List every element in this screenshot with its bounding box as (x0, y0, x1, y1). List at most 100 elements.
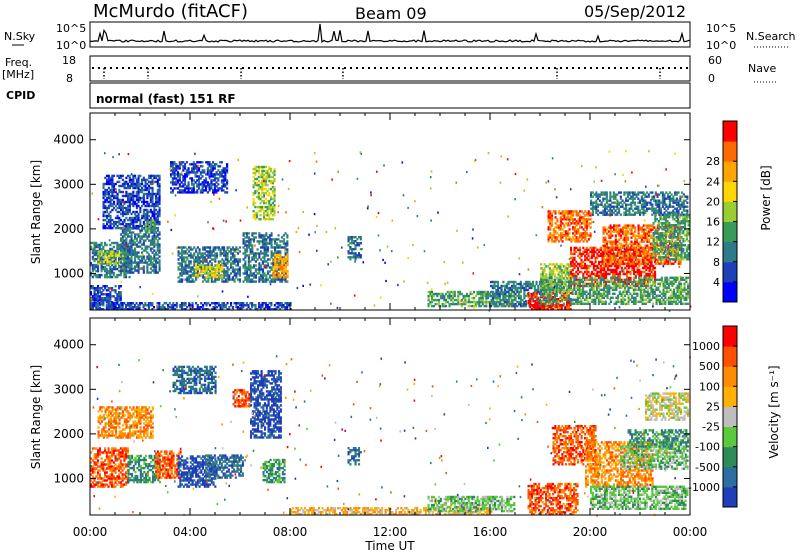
power-cell (127, 182, 130, 186)
power-cell (158, 247, 161, 250)
power-cell (559, 275, 562, 278)
power-cell (208, 165, 211, 168)
power-cell (146, 247, 149, 250)
power-cell (613, 226, 616, 229)
power-cell (127, 259, 130, 262)
power-cell (585, 276, 588, 280)
power-cell (184, 167, 187, 170)
power-cell (134, 257, 137, 260)
power-cell (638, 278, 641, 282)
power-cell (125, 243, 128, 246)
power-cell (202, 262, 205, 265)
power-cell (150, 223, 153, 226)
power-cell (135, 263, 138, 266)
power-cell (514, 292, 517, 296)
power-cell (270, 244, 273, 247)
power-cell (268, 238, 271, 241)
power-cell (177, 250, 180, 253)
power-cell (244, 260, 247, 263)
power-cell (91, 269, 94, 273)
power-cell (613, 242, 616, 245)
power-cell (276, 271, 279, 275)
power-cell (120, 218, 123, 222)
power-cell (554, 267, 557, 270)
power-cell (170, 308, 173, 311)
power-cell (148, 222, 151, 226)
power-cell (156, 239, 159, 242)
power-cell (282, 306, 285, 309)
power-cell (120, 247, 123, 250)
power-cell (114, 299, 117, 302)
power-cell (155, 200, 158, 204)
power-cell (244, 236, 247, 239)
power-cell (436, 294, 439, 298)
power-cell (614, 230, 617, 233)
power-cell (274, 246, 277, 249)
power-cell (641, 270, 644, 274)
power-cell (268, 242, 271, 245)
power-cell (559, 265, 562, 268)
power-cell (611, 244, 614, 247)
power-cell (97, 269, 100, 273)
power-cell (112, 289, 115, 292)
power-cell (279, 244, 282, 247)
power-cell (573, 274, 576, 278)
power-cell (160, 306, 163, 309)
power-cell (349, 242, 352, 245)
power-cell (212, 167, 215, 170)
power-cell (153, 212, 156, 216)
power-cell (102, 222, 105, 226)
power-cell (193, 260, 196, 263)
power-cell (158, 194, 161, 198)
power-cell (265, 232, 268, 235)
power-cell (139, 218, 142, 222)
power-cell (276, 253, 279, 257)
power-cell (562, 271, 565, 274)
power-cell (281, 259, 284, 263)
power-cell (105, 253, 108, 257)
power-cell (161, 308, 164, 311)
power-cell (149, 196, 152, 200)
power-cell (631, 264, 634, 268)
power-cell (123, 263, 126, 266)
power-cell (586, 228, 589, 231)
power-cell (274, 259, 277, 263)
power-cell (210, 179, 213, 182)
power-cell (192, 163, 195, 166)
power-cell (446, 300, 449, 304)
power-cell (151, 210, 154, 214)
power-cell (93, 263, 96, 267)
power-cell (634, 270, 637, 274)
power-cell (499, 290, 502, 294)
power-cell (158, 214, 161, 218)
power-cell (114, 208, 117, 212)
power-cell (95, 293, 98, 296)
power-cell (215, 191, 218, 194)
power-cell (195, 256, 198, 259)
power-cell (173, 161, 176, 164)
power-cell (580, 218, 583, 221)
power-cell (584, 238, 587, 241)
power-cell (260, 258, 263, 261)
power-cell (504, 286, 507, 290)
power-cell (201, 165, 204, 168)
nave-tick-bottom: 0 (708, 72, 715, 85)
power-cell (572, 236, 575, 239)
power-cell (347, 252, 350, 255)
power-cell (564, 267, 567, 270)
power-cell (261, 189, 264, 193)
power-cell (191, 256, 194, 259)
power-cell (135, 233, 138, 236)
power-cell (259, 193, 262, 197)
power-cell (545, 308, 548, 311)
power-cell (104, 252, 107, 255)
power-cell (175, 173, 178, 176)
power-cell (591, 270, 594, 274)
power-cell (599, 270, 602, 274)
power-cell (214, 304, 217, 307)
power-cell (627, 264, 630, 268)
power-cell (151, 188, 154, 192)
power-cell (261, 272, 264, 275)
power-cell (509, 302, 512, 306)
power-cell (523, 292, 526, 296)
